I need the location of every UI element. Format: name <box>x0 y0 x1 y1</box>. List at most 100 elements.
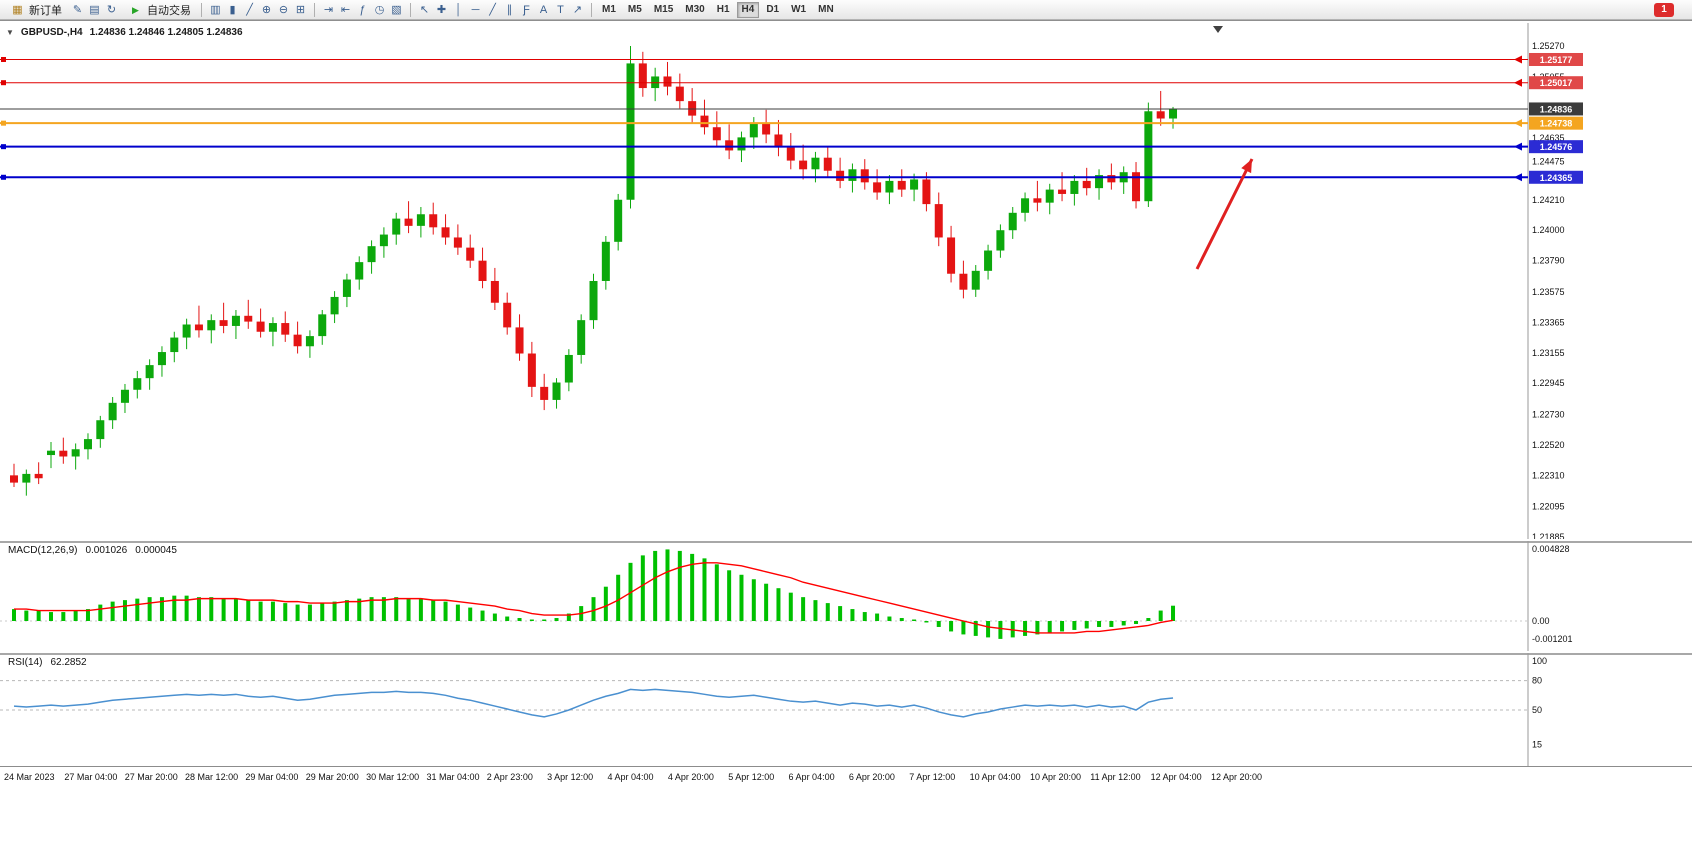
macd-histogram-bar <box>209 597 214 621</box>
autotrading-button[interactable]: ▶ 自动交易 <box>122 1 196 19</box>
macd-histogram-bar <box>875 613 880 621</box>
candle <box>503 302 512 328</box>
candle <box>959 273 968 290</box>
macd-histogram-bar <box>505 616 510 621</box>
macd-histogram-bar <box>283 603 288 621</box>
macd-histogram-bar <box>727 570 732 621</box>
macd-histogram-bar <box>159 597 164 621</box>
time-axis-label: 12 Apr 20:00 <box>1211 772 1263 782</box>
macd-histogram-bar <box>61 612 66 621</box>
price-axis-label: 1.22520 <box>1532 440 1565 450</box>
macd-name: MACD(12,26,9) <box>8 545 78 556</box>
macd-signal-line <box>14 562 1174 634</box>
text-icon[interactable]: A <box>539 3 548 16</box>
candle <box>971 270 980 290</box>
timeframe-h4-button[interactable]: H4 <box>736 1 760 18</box>
one-click-trading-toggle[interactable]: ▼ <box>6 28 14 37</box>
navigate-icon-group: ⇥ ⇤ ƒ ◷ ▧ <box>320 2 405 18</box>
macd-indicator-panel[interactable]: 0.004828 0.00 -0.001201 <box>0 541 1692 651</box>
macd-histogram-bar <box>776 588 781 621</box>
candle <box>589 280 598 321</box>
macd-histogram-bar <box>221 598 226 621</box>
bar-chart-icon[interactable]: ▥ <box>210 3 221 16</box>
notifications-badge[interactable]: 1 <box>1654 2 1674 17</box>
macd-histogram-bar <box>1035 621 1040 635</box>
candle <box>466 247 475 261</box>
macd-histogram-bar <box>616 574 621 621</box>
candle <box>910 179 919 190</box>
equidistant-channel-icon[interactable]: ∥ <box>506 3 513 16</box>
candlestick-chart-icon[interactable]: ▮ <box>229 3 236 16</box>
resistance-line-lower[interactable]: 1.25017 <box>0 76 1583 90</box>
timeframe-mn-button[interactable]: MN <box>813 2 839 18</box>
new-order-label: 新订单 <box>29 4 62 17</box>
periods-icon[interactable]: ◷ <box>374 3 385 16</box>
resistance-line-upper[interactable]: 1.25177 <box>0 52 1583 66</box>
metaeditor-icon[interactable]: ✎ <box>72 3 83 16</box>
chart-shift-icon[interactable]: ⇤ <box>340 3 351 16</box>
time-axis-label: 31 Mar 04:00 <box>426 772 480 782</box>
toolbar-separator <box>591 2 592 17</box>
macd-histogram-bar <box>98 604 103 621</box>
time-axis-label: 7 Apr 12:00 <box>909 772 956 782</box>
macd-histogram-bar <box>443 601 448 621</box>
line-chart-icon[interactable]: ╱ <box>246 3 253 16</box>
candle <box>330 296 339 315</box>
timeframe-h1-button[interactable]: H1 <box>712 2 735 18</box>
time-axis-label: 12 Apr 04:00 <box>1150 772 1202 782</box>
orange-level-line[interactable]: 1.24738 <box>0 116 1583 130</box>
candle <box>182 324 191 338</box>
rsi-indicator-panel[interactable]: 100 80 50 15 <box>0 653 1692 766</box>
price-badge <box>1529 140 1583 154</box>
arrow-tools-icon[interactable]: ↗ <box>572 3 583 16</box>
bid-price-line[interactable]: 1.24836 <box>0 102 1583 116</box>
timeframe-m5-button[interactable]: M5 <box>623 2 647 18</box>
vertical-line-icon[interactable]: │ <box>455 3 462 16</box>
templates-icon[interactable]: ▧ <box>391 3 402 16</box>
macd-histogram-bar <box>998 621 1003 639</box>
refresh-icon[interactable]: ↻ <box>106 3 117 16</box>
auto-scroll-icon[interactable]: ⇥ <box>323 3 334 16</box>
market-watch-icon[interactable]: ▤ <box>89 3 100 16</box>
macd-histogram-bar <box>122 600 127 621</box>
timeframe-m15-button[interactable]: M15 <box>649 2 678 18</box>
cursor-icon[interactable]: ↖ <box>419 3 430 16</box>
zoom-in-icon[interactable]: ⊕ <box>261 3 272 16</box>
macd-histogram-bar <box>936 621 941 627</box>
support-line-upper[interactable]: 1.24576 <box>0 140 1583 154</box>
timeframe-d1-button[interactable]: D1 <box>761 2 784 18</box>
trendline-icon[interactable]: ╱ <box>489 3 496 16</box>
support-line-lower[interactable]: 1.24365 <box>0 170 1583 184</box>
rsi-value: 62.2852 <box>50 657 87 668</box>
horizontal-line-icon[interactable]: ─ <box>471 3 480 16</box>
zoom-out-icon[interactable]: ⊖ <box>278 3 289 16</box>
candle <box>379 234 388 247</box>
macd-histogram-bar <box>825 603 830 621</box>
new-order-button[interactable]: ▦ 新订单 <box>4 1 67 19</box>
macd-histogram-bar <box>690 553 695 621</box>
toolbar-separator <box>314 2 315 17</box>
text-label-icon[interactable]: T <box>557 3 564 16</box>
macd-histogram-bar <box>295 604 300 621</box>
macd-histogram-bar <box>270 601 275 621</box>
tile-windows-icon[interactable]: ⊞ <box>295 3 306 16</box>
candle <box>1107 175 1116 183</box>
trend-arrow-annotation[interactable] <box>1195 158 1254 270</box>
candle <box>860 169 869 183</box>
price-axis-label: 1.24475 <box>1532 156 1565 166</box>
indicators-icon[interactable]: ƒ <box>359 3 366 16</box>
price-chart-panel[interactable]: 1.252701.250551.246351.244751.242101.240… <box>0 23 1692 539</box>
crosshair-icon[interactable]: ✚ <box>436 3 447 16</box>
time-axis[interactable]: 24 Mar 2023 27 Mar 04:00 27 Mar 20:00 28 Ma… <box>0 766 1692 799</box>
candle <box>675 86 684 102</box>
timeframe-m30-button[interactable]: M30 <box>680 2 709 18</box>
candle <box>281 323 290 335</box>
candle <box>626 63 635 200</box>
chart-header: ▼ GBPUSD-,H4 1.24836 1.24846 1.24805 1.2… <box>6 27 243 38</box>
timeframe-m1-button[interactable]: M1 <box>597 2 621 18</box>
price-axis-label: 1.23575 <box>1532 287 1565 297</box>
candle <box>873 182 882 193</box>
fibonacci-icon[interactable]: Ƒ <box>523 3 530 16</box>
candle <box>145 365 154 379</box>
timeframe-w1-button[interactable]: W1 <box>786 2 811 18</box>
